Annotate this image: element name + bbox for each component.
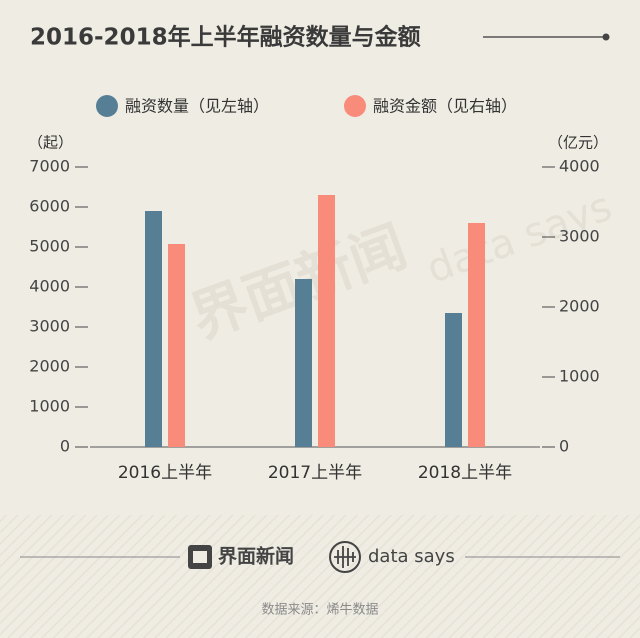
x-tick-label: 2017上半年 [268, 463, 362, 483]
bar [295, 279, 312, 447]
x-tick-label: 2018上半年 [418, 463, 512, 483]
y-tick-label: 0 [60, 437, 70, 456]
brand-logo [193, 551, 207, 563]
bar [318, 195, 335, 447]
y2-tick-label: 4000 [559, 157, 600, 176]
footer-partner: data says [368, 546, 455, 567]
y2-tick-label: 2000 [559, 297, 600, 316]
legend-swatch [96, 95, 118, 117]
y-tick-label: 1000 [29, 397, 70, 416]
footer-background [0, 515, 640, 638]
footer-brand: 界面新闻 [218, 545, 294, 568]
bar [168, 244, 185, 447]
y2-tick-label: 0 [559, 437, 569, 456]
legend-label: 融资数量（见左轴） [125, 97, 269, 116]
title-dot [602, 33, 610, 41]
y-tick-label: 7000 [29, 157, 70, 176]
y-tick-label: 2000 [29, 357, 70, 376]
y-tick-label: 4000 [29, 277, 70, 296]
bar [468, 223, 485, 447]
bar [445, 313, 462, 447]
x-tick-label: 2016上半年 [118, 463, 212, 483]
partner-logo [334, 546, 356, 568]
y-tick-label: 6000 [29, 197, 70, 216]
bar [145, 211, 162, 447]
y2-axis-label: （亿元） [548, 134, 608, 152]
chart-title: 2016-2018年上半年融资数量与金额 [30, 24, 421, 51]
partner-logo [329, 541, 361, 573]
source-note: 数据来源：烯牛数据 [261, 603, 378, 618]
y2-tick-label: 1000 [559, 367, 600, 386]
y-tick-label: 5000 [29, 237, 70, 256]
y2-tick-label: 3000 [559, 227, 600, 246]
y-axis-label: （起） [28, 134, 73, 152]
y-tick-label: 3000 [29, 317, 70, 336]
legend-swatch [344, 95, 366, 117]
legend-label: 融资金额（见右轴） [373, 97, 517, 116]
